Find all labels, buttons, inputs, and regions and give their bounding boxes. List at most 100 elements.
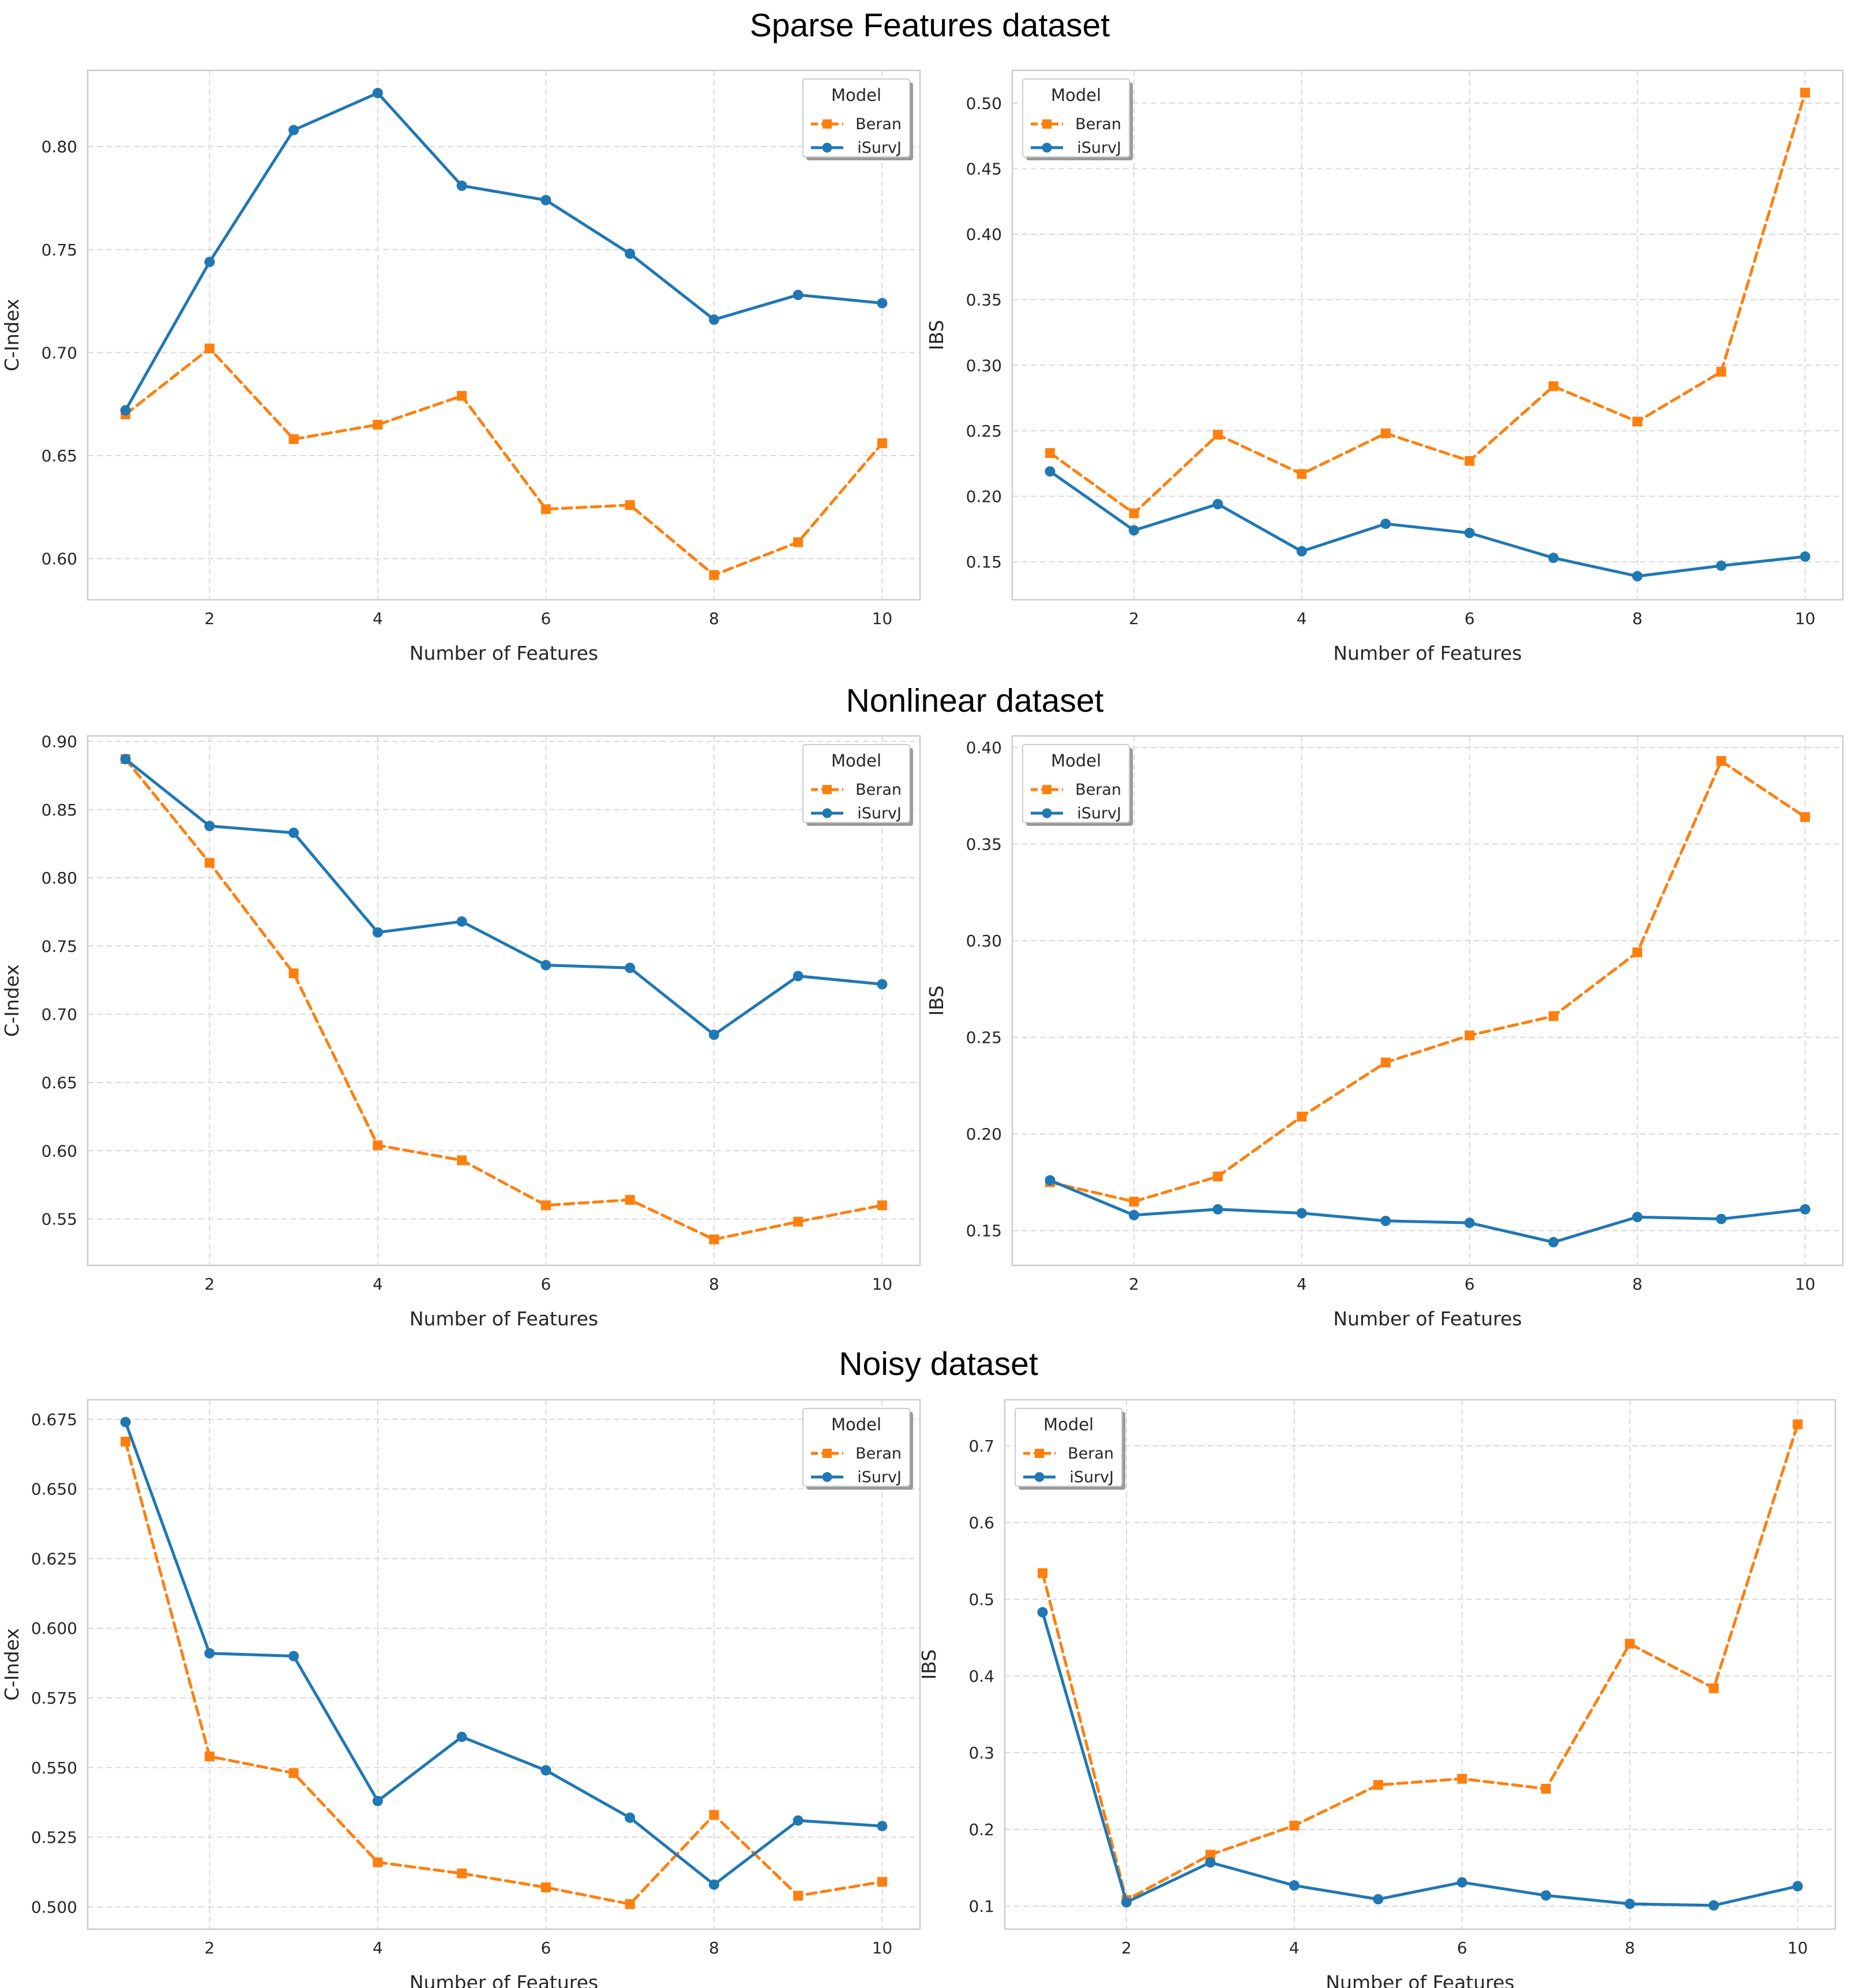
data-point-isurvj	[625, 248, 636, 259]
data-point-beran	[1289, 1820, 1300, 1831]
data-point-beran	[793, 1216, 803, 1227]
data-point-beran	[1297, 1111, 1307, 1122]
y-axis-label: C-Index	[1, 964, 23, 1037]
data-point-beran	[709, 1234, 719, 1245]
legend-title: Model	[1051, 85, 1101, 105]
data-point-beran	[709, 570, 719, 580]
data-point-isurvj	[1708, 1900, 1719, 1911]
data-point-isurvj	[1548, 553, 1559, 563]
data-point-isurvj	[793, 971, 803, 982]
x-tick-label: 6	[540, 1275, 551, 1294]
data-point-isurvj	[1037, 1607, 1048, 1618]
data-point-beran	[540, 1200, 551, 1211]
legend: Model Beran iSurvJ	[802, 78, 913, 160]
data-point-isurvj	[1212, 1204, 1223, 1215]
series-line-isurvj	[124, 1420, 884, 1886]
legend-label-beran: Beran	[855, 781, 902, 799]
data-point-beran	[373, 419, 383, 430]
y-axis-label: C-Index	[1, 1628, 23, 1701]
data-point-isurvj	[877, 298, 888, 309]
data-point-beran	[1373, 1780, 1383, 1790]
data-point-beran	[457, 1868, 467, 1878]
data-point-isurvj	[120, 754, 131, 765]
legend-marker-beran	[1035, 1449, 1044, 1458]
data-point-isurvj	[456, 181, 467, 191]
data-point-isurvj	[1800, 1204, 1811, 1215]
data-point-beran	[1800, 88, 1811, 98]
data-point-isurvj	[372, 1795, 383, 1806]
y-axis-label: IBS	[918, 1649, 940, 1680]
y-tick-label: 0.500	[31, 1897, 77, 1916]
legend: Model Beran iSurvJ	[1022, 78, 1133, 160]
data-point-beran	[121, 1436, 131, 1446]
x-axis-label: Number of Features	[410, 1307, 598, 1330]
legend-label-isurvj: iSurvJ	[857, 1468, 902, 1486]
y-tick-label: 0.60	[42, 1141, 77, 1160]
series-line-isurvj	[1049, 469, 1807, 578]
y-tick-label: 0.25	[966, 422, 1002, 441]
section-title-nonlinear: Nonlinear dataset	[846, 682, 1104, 719]
data-point-beran	[625, 1899, 635, 1910]
data-point-isurvj	[1296, 546, 1307, 557]
x-tick-label: 6	[540, 609, 551, 628]
x-tick-label: 10	[1795, 1275, 1816, 1294]
data-point-beran	[1625, 1638, 1635, 1649]
series-line-isurvj	[124, 757, 884, 1036]
data-point-beran	[457, 390, 467, 401]
data-point-beran	[1708, 1683, 1719, 1693]
x-axis-label: Number of Features	[410, 642, 598, 664]
data-point-isurvj	[540, 1765, 551, 1776]
x-tick-label: 2	[204, 609, 215, 628]
legend-label-isurvj: iSurvJ	[1077, 805, 1121, 822]
data-point-isurvj	[1373, 1894, 1384, 1905]
data-point-isurvj	[1456, 1877, 1467, 1888]
data-point-isurvj	[877, 1821, 888, 1832]
y-tick-label: 0.65	[42, 446, 77, 465]
y-tick-label: 0.80	[42, 869, 77, 888]
y-tick-label: 0.90	[42, 732, 77, 751]
y-tick-label: 0.1	[968, 1897, 994, 1916]
x-tick-label: 6	[1465, 1275, 1475, 1294]
y-tick-label: 0.575	[31, 1689, 77, 1708]
series-line-isurvj	[1049, 1179, 1807, 1244]
data-point-isurvj	[204, 821, 215, 832]
data-point-beran	[540, 504, 551, 514]
x-tick-label: 2	[204, 1275, 215, 1294]
legend-box	[1022, 78, 1130, 157]
chart-noisy-ibs: 2 4 6 8 10 0.1 0.2 0.3 0.4 0.5 0.6 0.7 Number of Fea…	[918, 1399, 1837, 1988]
legend-label-beran: Beran	[1075, 781, 1121, 799]
chart-sparse-cindex: 2 4 6 8 10 0.60 0.65 0.70 0.75 0.80 Number of Feat…	[1, 69, 921, 664]
data-point-isurvj	[1716, 1213, 1727, 1224]
legend-marker-beran	[823, 785, 832, 794]
data-point-isurvj	[456, 916, 467, 927]
y-tick-label: 0.55	[42, 1210, 77, 1229]
data-point-isurvj	[1128, 525, 1139, 536]
section-title-sparse: Sparse Features dataset	[750, 7, 1110, 44]
data-point-beran	[373, 1140, 383, 1151]
data-point-isurvj	[625, 1812, 636, 1823]
data-point-isurvj	[1212, 499, 1223, 510]
data-point-beran	[625, 500, 635, 510]
legend-marker-beran	[1042, 119, 1052, 129]
data-point-isurvj	[288, 827, 299, 838]
plot-frame	[87, 1399, 921, 1930]
data-point-beran	[1380, 428, 1391, 438]
data-point-isurvj	[204, 1648, 215, 1659]
y-tick-label: 0.525	[31, 1828, 77, 1847]
y-tick-label: 0.20	[966, 487, 1002, 506]
x-tick-label: 4	[373, 1938, 383, 1957]
y-tick-label: 0.85	[42, 801, 77, 820]
data-point-isurvj	[1541, 1890, 1552, 1901]
x-tick-label: 4	[373, 1275, 383, 1294]
x-tick-label: 2	[204, 1938, 215, 1957]
data-point-beran	[1632, 416, 1643, 427]
plot-frame	[1011, 69, 1844, 601]
data-point-isurvj	[793, 1815, 803, 1826]
legend-title: Model	[1051, 751, 1101, 771]
x-tick-label: 8	[709, 609, 719, 628]
x-tick-label: 8	[1632, 609, 1643, 628]
x-axis-label: Number of Features	[410, 1971, 598, 1988]
x-tick-label: 2	[1129, 1275, 1139, 1294]
series-line-beran	[124, 347, 884, 577]
series-line-beran	[124, 757, 884, 1241]
